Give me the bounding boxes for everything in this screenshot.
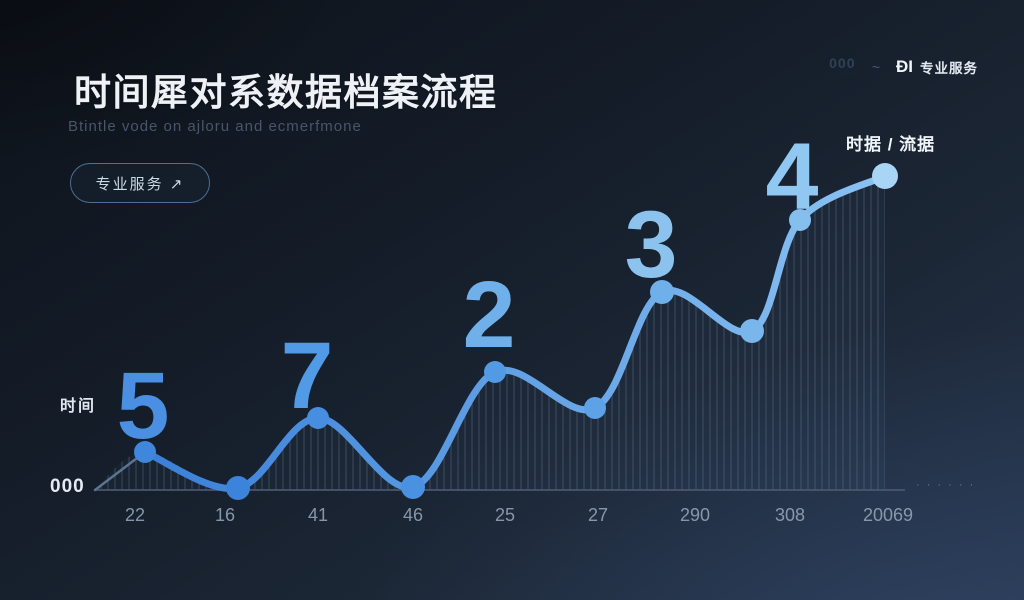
area-tint	[95, 176, 885, 490]
x-tick-label: 25	[495, 505, 515, 525]
peak-value-label: 4	[766, 124, 819, 230]
x-tick-label: 22	[125, 505, 145, 525]
data-point-dot	[740, 319, 764, 343]
area-hatch-fill	[95, 176, 885, 490]
page-title: 时间犀对系数据档案流程	[74, 72, 498, 113]
axis-end-dots: · · · · · ·	[916, 479, 976, 491]
cta-button[interactable]: 专业服务 ↗	[70, 163, 210, 203]
data-point-dot	[134, 441, 156, 463]
data-point-dot	[484, 361, 506, 383]
peak-value-label: 3	[625, 192, 678, 298]
brand-separator: ~	[871, 58, 880, 75]
data-point-dot	[584, 397, 606, 419]
origin-label: 000	[50, 476, 85, 497]
series-label: 时据 / 流据	[846, 135, 936, 154]
x-tick-label: 41	[308, 505, 328, 525]
faint-logo-mark: 000	[829, 55, 856, 71]
data-point-dot	[789, 209, 811, 231]
x-tick-label: 290	[680, 505, 710, 525]
data-point-dot	[226, 476, 250, 500]
faint-partner-logo: 000 ·········	[828, 55, 856, 78]
data-point-dot	[650, 280, 674, 304]
brand-logo: ĐI 专业服务	[896, 57, 978, 77]
x-tick-label: 308	[775, 505, 805, 525]
data-point-dot	[401, 475, 425, 499]
x-tick-label: 27	[588, 505, 608, 525]
data-point-dot	[307, 407, 329, 429]
y-axis-label: 时间	[60, 398, 97, 415]
peak-value-label: 7	[281, 323, 334, 429]
brand-logo-icon: ĐI	[896, 56, 913, 76]
x-tick-label: 16	[215, 505, 235, 525]
faint-logo-subtext: ·········	[828, 71, 856, 78]
peak-value-label: 2	[463, 262, 516, 368]
brand-row: 000 ········· ~ ĐI 专业服务	[828, 55, 978, 78]
data-point-dot	[872, 163, 898, 189]
x-tick-label: 46	[403, 505, 423, 525]
peak-value-label: 5	[117, 353, 170, 459]
series-line	[141, 172, 889, 493]
x-tick-label: 20069	[863, 505, 913, 525]
page-subtitle: Btintle vode on ajloru and ecmerfmone	[68, 118, 362, 135]
brand-logo-label: 专业服务	[920, 60, 978, 76]
